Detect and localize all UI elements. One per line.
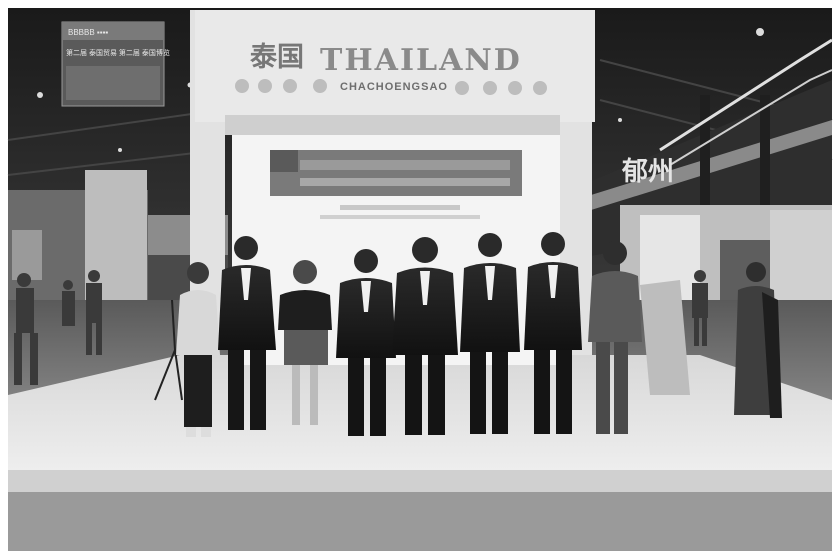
thailand-header-sign	[195, 10, 595, 135]
person	[524, 232, 582, 434]
brochure-stand	[640, 280, 690, 395]
background-people	[14, 270, 708, 385]
left-billboard: BBBBB ▪▪▪▪ 第二届 泰国贸易 第二届 泰国博览	[61, 21, 170, 107]
billboard-header: BBBBB ▪▪▪▪	[68, 28, 108, 37]
sign-chinese-text: 泰国	[250, 42, 304, 73]
stage-front	[8, 492, 832, 551]
person	[392, 237, 458, 435]
tripod	[154, 299, 183, 401]
person	[734, 262, 782, 418]
sign-english-text: THAILAND	[320, 43, 522, 78]
right-sign-text: 郁州	[621, 157, 674, 187]
person	[588, 241, 642, 434]
person	[176, 262, 220, 437]
person	[460, 233, 520, 434]
sign-subtitle-text: CHACHOENGSAO	[340, 81, 448, 93]
billboard-line: 第二届 泰国贸易 第二届 泰国博览	[66, 48, 170, 57]
person	[218, 236, 276, 430]
standing-group	[176, 232, 782, 437]
person	[278, 260, 332, 425]
person	[336, 249, 396, 436]
